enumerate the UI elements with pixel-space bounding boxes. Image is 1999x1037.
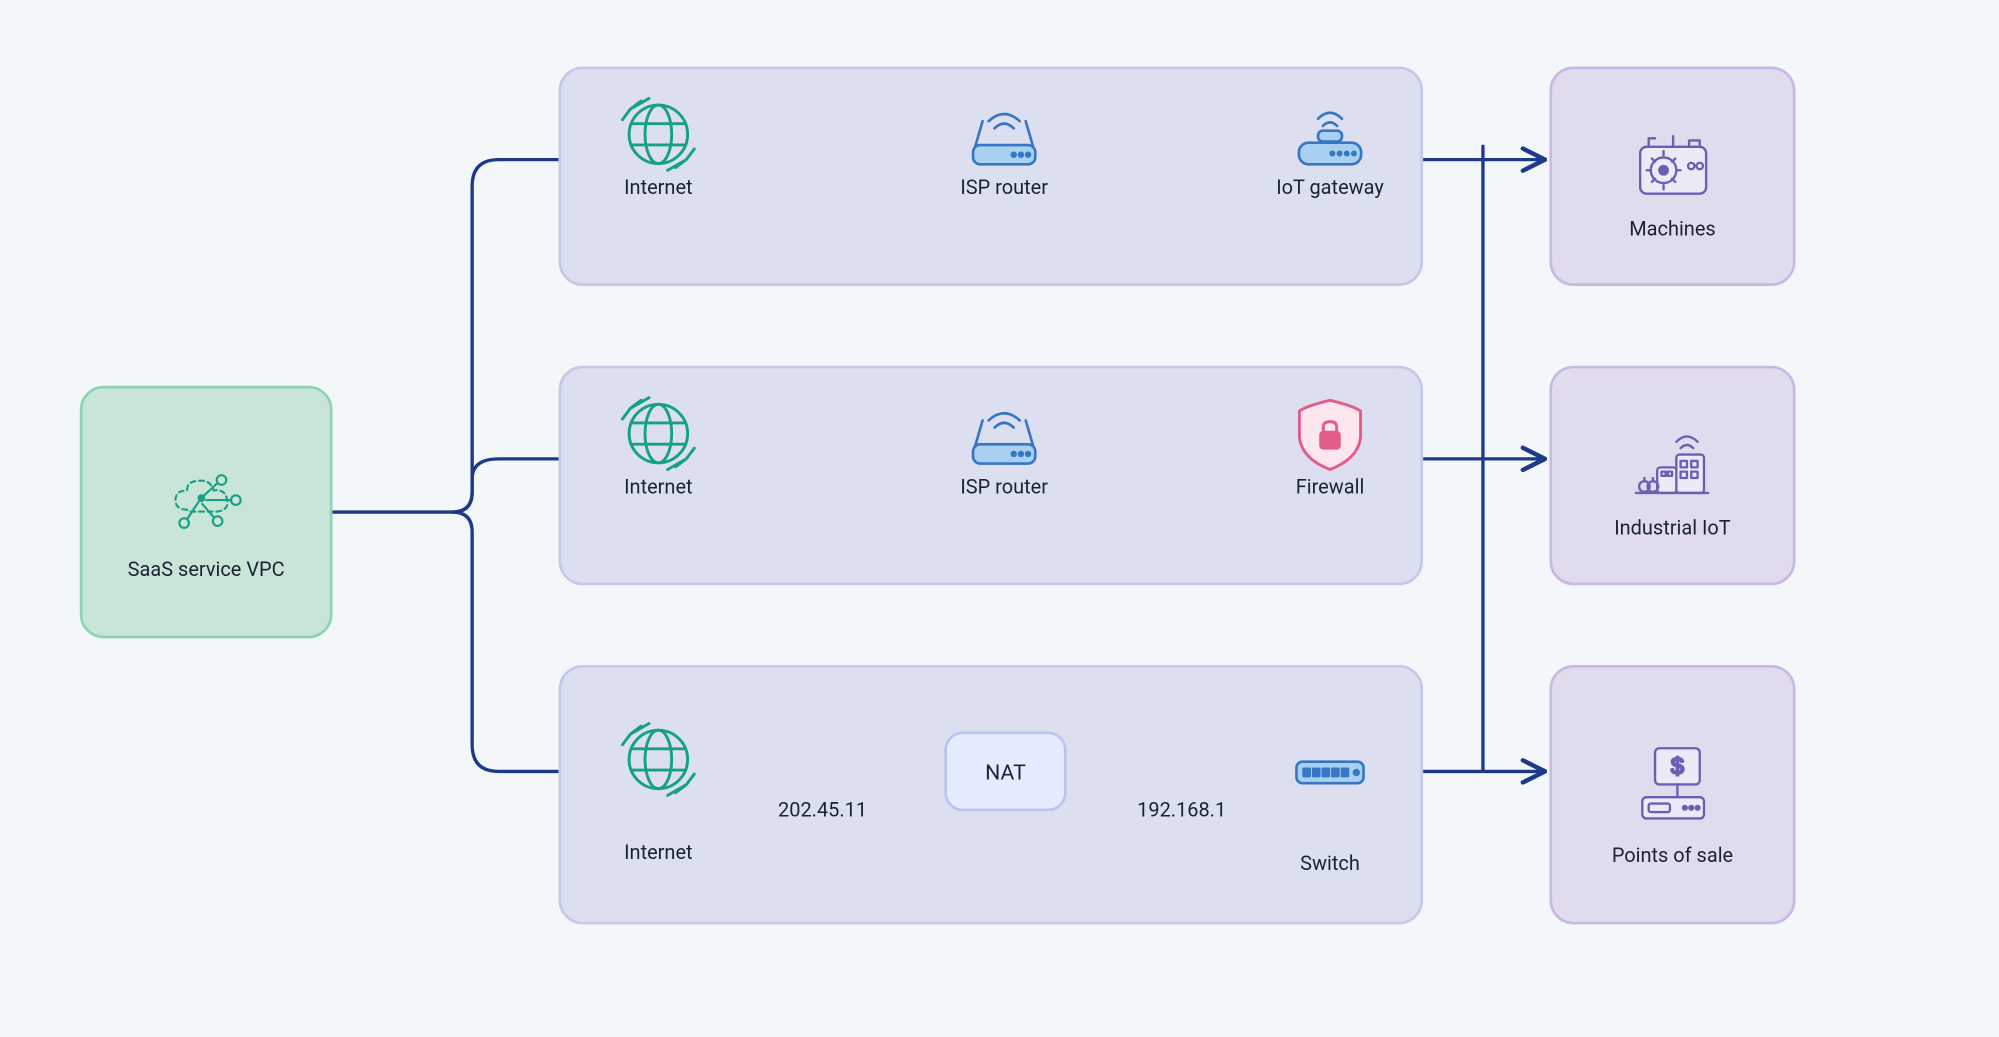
router-icon: [956, 392, 1052, 474]
router-icon: [956, 93, 1052, 175]
r1-gateway-label: IoT gateway: [1276, 176, 1384, 200]
r1-internet-node: Internet: [592, 93, 725, 199]
edge-branch-row2: [452, 459, 558, 512]
r3-switch-node: Switch: [1264, 729, 1397, 875]
switch-icon: [1282, 729, 1378, 811]
saas-vpc-node: SaaS service VPC: [80, 386, 333, 639]
r3-nat-node: NAT: [944, 732, 1066, 812]
firewall-icon: [1282, 392, 1378, 474]
r3-ip-before: 202.45.11: [778, 798, 867, 822]
r2-internet-node: Internet: [592, 392, 725, 498]
dest-machines-label: Machines: [1629, 216, 1715, 240]
r1-router-label: ISP router: [960, 176, 1048, 200]
industrial-icon: [1625, 412, 1721, 516]
svg-text:$: $: [1670, 752, 1683, 778]
machines-icon: [1625, 112, 1721, 216]
edge-branch-row1: [452, 160, 558, 512]
r2-router-node: ISP router: [931, 392, 1077, 498]
r2-firewall-label: Firewall: [1296, 475, 1365, 499]
r2-firewall-node: Firewall: [1264, 392, 1397, 498]
dest-machines-node: Machines: [1549, 67, 1795, 286]
gateway-icon: [1282, 93, 1378, 175]
edge-branch-row3: [452, 512, 558, 771]
r3-nat-label: NAT: [985, 759, 1026, 784]
internet-icon: [610, 93, 706, 175]
internet-icon: [610, 718, 706, 800]
dest-industrial-label: Industrial IoT: [1614, 515, 1730, 539]
network-diagram: SaaS service VPC Internet: [0, 0, 1995, 1037]
cloud-icon: [158, 444, 254, 557]
r3-internet-node: Internet: [592, 718, 725, 864]
r2-router-label: ISP router: [960, 475, 1048, 499]
r1-router-node: ISP router: [931, 93, 1077, 199]
saas-vpc-label: SaaS service VPC: [128, 557, 285, 581]
r3-switch-label: Switch: [1300, 851, 1360, 875]
r1-internet-label: Internet: [624, 176, 692, 200]
r2-internet-label: Internet: [624, 475, 692, 499]
pos-icon: $: [1625, 723, 1721, 843]
dest-pos-label: Points of sale: [1612, 843, 1733, 867]
dest-industrial-node: Industrial IoT: [1549, 366, 1795, 585]
r3-internet-label: Internet: [624, 841, 692, 865]
internet-icon: [610, 392, 706, 474]
dest-pos-node: $ Points of sale: [1549, 665, 1795, 924]
r1-gateway-node: IoT gateway: [1250, 93, 1410, 199]
r3-ip-after: 192.168.1: [1137, 798, 1226, 822]
